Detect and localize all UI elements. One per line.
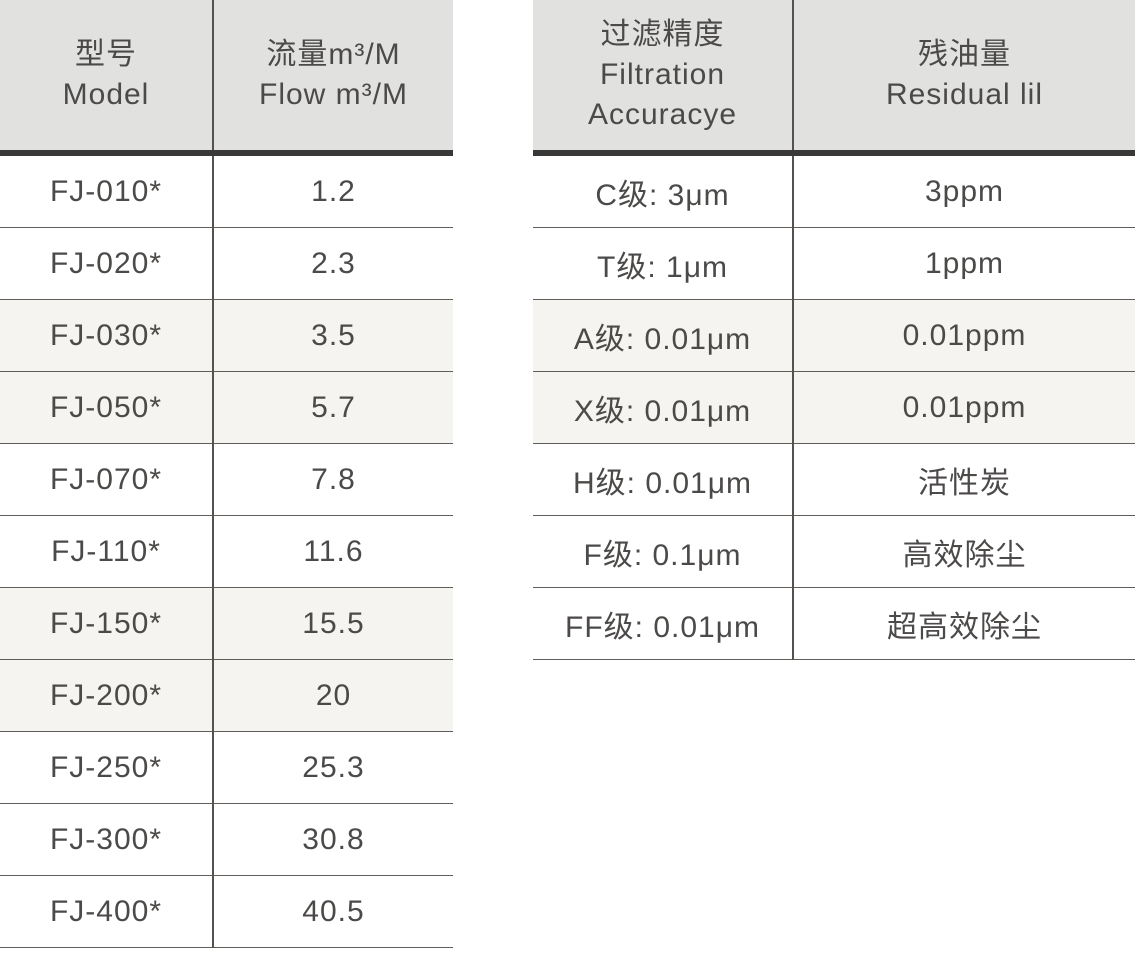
residual-cell: 3ppm [793,153,1135,228]
flow-cell: 1.2 [213,153,453,228]
model-flow-header-row: 型号 Model 流量m³/M Flow m³/M [0,0,453,156]
accuracy-cell: X级: 0.01μm [533,371,794,444]
residual-column-header: 残油量 Residual lil [793,0,1135,156]
table-row: FJ-150* 15.5 [0,587,453,660]
table-row: F级: 0.1μm 高效除尘 [533,515,1135,588]
model-cell: FJ-400* [0,875,214,948]
filtration-header-en2: Accuracye [587,98,738,131]
table-row: FJ-030* 3.5 [0,299,453,372]
residual-cell: 0.01ppm [793,371,1135,444]
accuracy-cell: H级: 0.01μm [533,443,794,516]
model-cell: FJ-300* [0,803,214,876]
table-row: FJ-020* 2.3 [0,227,453,300]
flow-header-zh: 流量m³/M [266,38,401,71]
residual-cell: 超高效除尘 [793,587,1135,660]
flow-cell: 3.5 [213,299,453,372]
model-column-header: 型号 Model [0,0,214,156]
residual-cell: 活性炭 [793,443,1135,516]
flow-header-en: Flow m³/M [259,78,408,111]
table-row: C级: 3μm 3ppm [533,153,1135,228]
model-cell: FJ-030* [0,299,214,372]
model-header-zh: 型号 [75,38,137,71]
accuracy-cell: FF级: 0.01μm [533,587,794,660]
residual-cell: 高效除尘 [793,515,1135,588]
accuracy-cell: A级: 0.01μm [533,299,794,372]
accuracy-cell: C级: 3μm [533,153,794,228]
model-cell: FJ-070* [0,443,214,516]
residual-cell: 1ppm [793,227,1135,300]
residual-header-en: Residual lil [885,78,1044,111]
model-cell: FJ-110* [0,515,214,588]
model-cell: FJ-150* [0,587,214,660]
filtration-residual-table: 过滤精度 Filtration Accuracye 残油量 Residual l… [533,0,1135,660]
model-header-en: Model [62,78,150,111]
model-cell: FJ-250* [0,731,214,804]
flow-cell: 11.6 [213,515,453,588]
table-row: FJ-070* 7.8 [0,443,453,516]
table-row: FJ-010* 1.2 [0,153,453,228]
flow-cell: 25.3 [213,731,453,804]
table-row: X级: 0.01μm 0.01ppm [533,371,1135,444]
residual-header-zh: 残油量 [918,38,1011,71]
table-row: FJ-050* 5.7 [0,371,453,444]
flow-column-header: 流量m³/M Flow m³/M [213,0,453,156]
table-row: FF级: 0.01μm 超高效除尘 [533,587,1135,660]
flow-cell: 30.8 [213,803,453,876]
flow-cell: 20 [213,659,453,732]
table-row: FJ-110* 11.6 [0,515,453,588]
model-flow-table: 型号 Model 流量m³/M Flow m³/M FJ-010* 1.2 FJ… [0,0,453,948]
table-row: T级: 1μm 1ppm [533,227,1135,300]
filtration-header-en1: Filtration [599,58,726,91]
model-cell: FJ-010* [0,153,214,228]
flow-cell: 40.5 [213,875,453,948]
table-row: FJ-200* 20 [0,659,453,732]
table-row: FJ-300* 30.8 [0,803,453,876]
flow-cell: 7.8 [213,443,453,516]
residual-cell: 0.01ppm [793,299,1135,372]
table-row: H级: 0.01μm 活性炭 [533,443,1135,516]
model-cell: FJ-050* [0,371,214,444]
table-row: FJ-400* 40.5 [0,875,453,948]
flow-cell: 5.7 [213,371,453,444]
table-row: FJ-250* 25.3 [0,731,453,804]
flow-cell: 2.3 [213,227,453,300]
accuracy-cell: T级: 1μm [533,227,794,300]
filtration-residual-header-row: 过滤精度 Filtration Accuracye 残油量 Residual l… [533,0,1135,156]
table-row: A级: 0.01μm 0.01ppm [533,299,1135,372]
model-cell: FJ-020* [0,227,214,300]
accuracy-cell: F级: 0.1μm [533,515,794,588]
filtration-header-zh: 过滤精度 [600,18,725,51]
flow-cell: 15.5 [213,587,453,660]
filtration-column-header: 过滤精度 Filtration Accuracye [533,0,794,156]
model-cell: FJ-200* [0,659,214,732]
